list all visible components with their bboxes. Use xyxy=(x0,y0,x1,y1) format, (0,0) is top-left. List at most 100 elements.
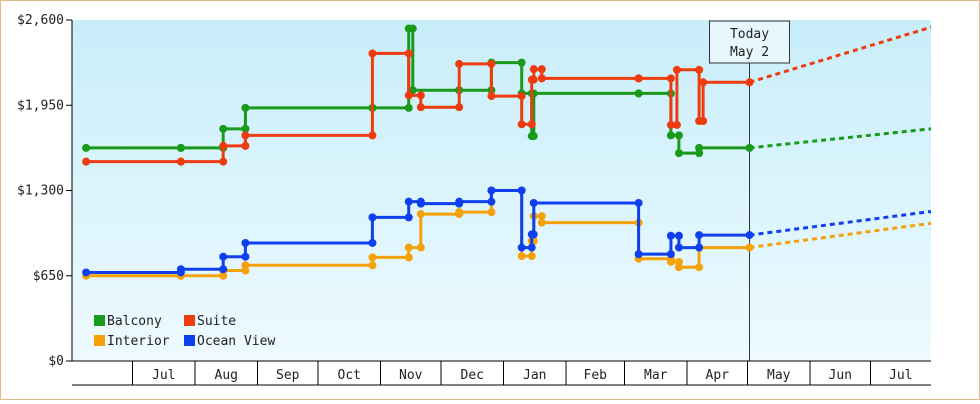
data-point-suite xyxy=(176,157,185,166)
data-point-suite xyxy=(537,65,546,74)
data-point-ocean-view xyxy=(634,250,643,259)
x-tick-label: May xyxy=(767,368,791,383)
y-tick-label: $1,300 xyxy=(17,184,64,199)
data-point-balcony xyxy=(241,103,250,112)
data-point-suite xyxy=(745,78,754,87)
data-point-suite xyxy=(219,141,228,150)
data-point-suite xyxy=(666,74,675,83)
data-point-balcony xyxy=(404,103,413,112)
data-point-balcony xyxy=(408,24,417,33)
data-point-interior xyxy=(404,253,413,262)
data-point-interior xyxy=(368,253,377,262)
data-point-ocean-view xyxy=(404,197,413,206)
x-tick-label: Jul xyxy=(889,368,912,383)
data-point-interior xyxy=(416,243,425,252)
data-point-interior xyxy=(368,261,377,270)
forecast-line-balcony xyxy=(749,127,932,150)
data-point-suite xyxy=(699,116,708,125)
data-point-interior xyxy=(416,210,425,219)
data-point-interior xyxy=(517,252,526,261)
data-point-ocean-view xyxy=(368,238,377,247)
legend-swatch-interior xyxy=(94,335,105,346)
y-tick-label: $650 xyxy=(33,269,64,284)
data-point-ocean-view xyxy=(674,243,683,252)
data-point-suite xyxy=(517,92,526,101)
data-point-ocean-view xyxy=(487,186,496,195)
legend: Balcony Suite Interior Ocean View xyxy=(94,314,275,349)
data-point-balcony xyxy=(529,132,538,141)
y-tick-label: $2,600 xyxy=(17,13,64,28)
data-point-suite xyxy=(455,59,464,68)
data-point-suite xyxy=(695,65,704,74)
data-point-ocean-view xyxy=(529,198,538,207)
data-point-balcony xyxy=(674,131,683,140)
data-point-suite xyxy=(368,49,377,58)
data-point-suite xyxy=(404,49,413,58)
x-tick-label: Dec xyxy=(461,368,484,383)
today-label: Today xyxy=(730,27,769,42)
data-point-ocean-view xyxy=(219,252,228,261)
data-point-interior xyxy=(455,208,464,217)
data-point-interior xyxy=(487,208,496,217)
y-tick-label: $0 xyxy=(48,354,64,369)
data-point-interior xyxy=(745,243,754,252)
data-point-ocean-view xyxy=(404,213,413,222)
data-point-interior xyxy=(537,212,546,221)
data-point-suite xyxy=(699,78,708,87)
axes: $0 $650 $1,300 $1,950 $2,600 Jul Aug Sep Oct Nov D… xyxy=(17,13,931,386)
legend-label-interior: Interior xyxy=(107,334,170,349)
legend-label-suite: Suite xyxy=(197,314,236,329)
data-point-ocean-view xyxy=(241,252,250,261)
data-point-ocean-view xyxy=(527,243,536,252)
data-point-ocean-view xyxy=(368,213,377,222)
x-tick-label: Apr xyxy=(706,368,730,383)
y-tick-label: $1,950 xyxy=(17,98,64,113)
data-point-interior xyxy=(674,263,683,272)
data-point-ocean-view xyxy=(455,197,464,206)
data-point-balcony xyxy=(517,58,526,67)
data-point-ocean-view xyxy=(517,243,526,252)
data-point-suite xyxy=(666,120,675,129)
data-point-balcony xyxy=(745,143,754,152)
x-tick-label: Mar xyxy=(644,368,668,383)
data-point-ocean-view xyxy=(529,230,538,239)
data-point-ocean-view xyxy=(219,265,228,274)
data-point-suite xyxy=(487,59,496,68)
series-line-balcony xyxy=(86,27,750,155)
x-tick-label: Sep xyxy=(276,368,300,383)
forecast-line-ocean-view xyxy=(749,209,932,237)
legend-label-ocean-view: Ocean View xyxy=(197,334,275,349)
series-line-suite xyxy=(86,51,750,164)
data-point-balcony xyxy=(82,143,91,152)
data-point-suite xyxy=(529,65,538,74)
data-point-balcony xyxy=(695,143,704,152)
data-point-ocean-view xyxy=(745,231,754,240)
data-point-interior xyxy=(695,263,704,272)
forecast-line-interior xyxy=(749,221,932,250)
data-point-balcony xyxy=(176,143,185,152)
today-date-label: May 2 xyxy=(730,45,769,60)
data-point-suite xyxy=(672,120,681,129)
data-point-balcony xyxy=(219,124,228,133)
x-tick-label: Jan xyxy=(523,368,546,383)
data-point-ocean-view xyxy=(517,186,526,195)
data-point-balcony xyxy=(241,124,250,133)
data-point-ocean-view xyxy=(487,197,496,206)
data-point-suite xyxy=(404,91,413,100)
today-marker: Today May 2 xyxy=(709,20,791,361)
data-point-suite xyxy=(529,75,538,84)
x-tick-label: Feb xyxy=(584,368,608,383)
data-point-ocean-view xyxy=(634,198,643,207)
data-point-ocean-view xyxy=(416,199,425,208)
data-point-balcony xyxy=(666,131,675,140)
data-point-suite xyxy=(517,120,526,129)
data-point-suite xyxy=(241,141,250,150)
data-point-interior xyxy=(537,218,546,227)
data-point-suite xyxy=(527,120,536,129)
data-point-suite xyxy=(672,65,681,74)
data-point-suite xyxy=(416,91,425,100)
data-point-suite xyxy=(82,157,91,166)
data-point-ocean-view xyxy=(241,238,250,247)
x-tick-label: Jun xyxy=(829,368,852,383)
data-point-ocean-view xyxy=(695,243,704,252)
